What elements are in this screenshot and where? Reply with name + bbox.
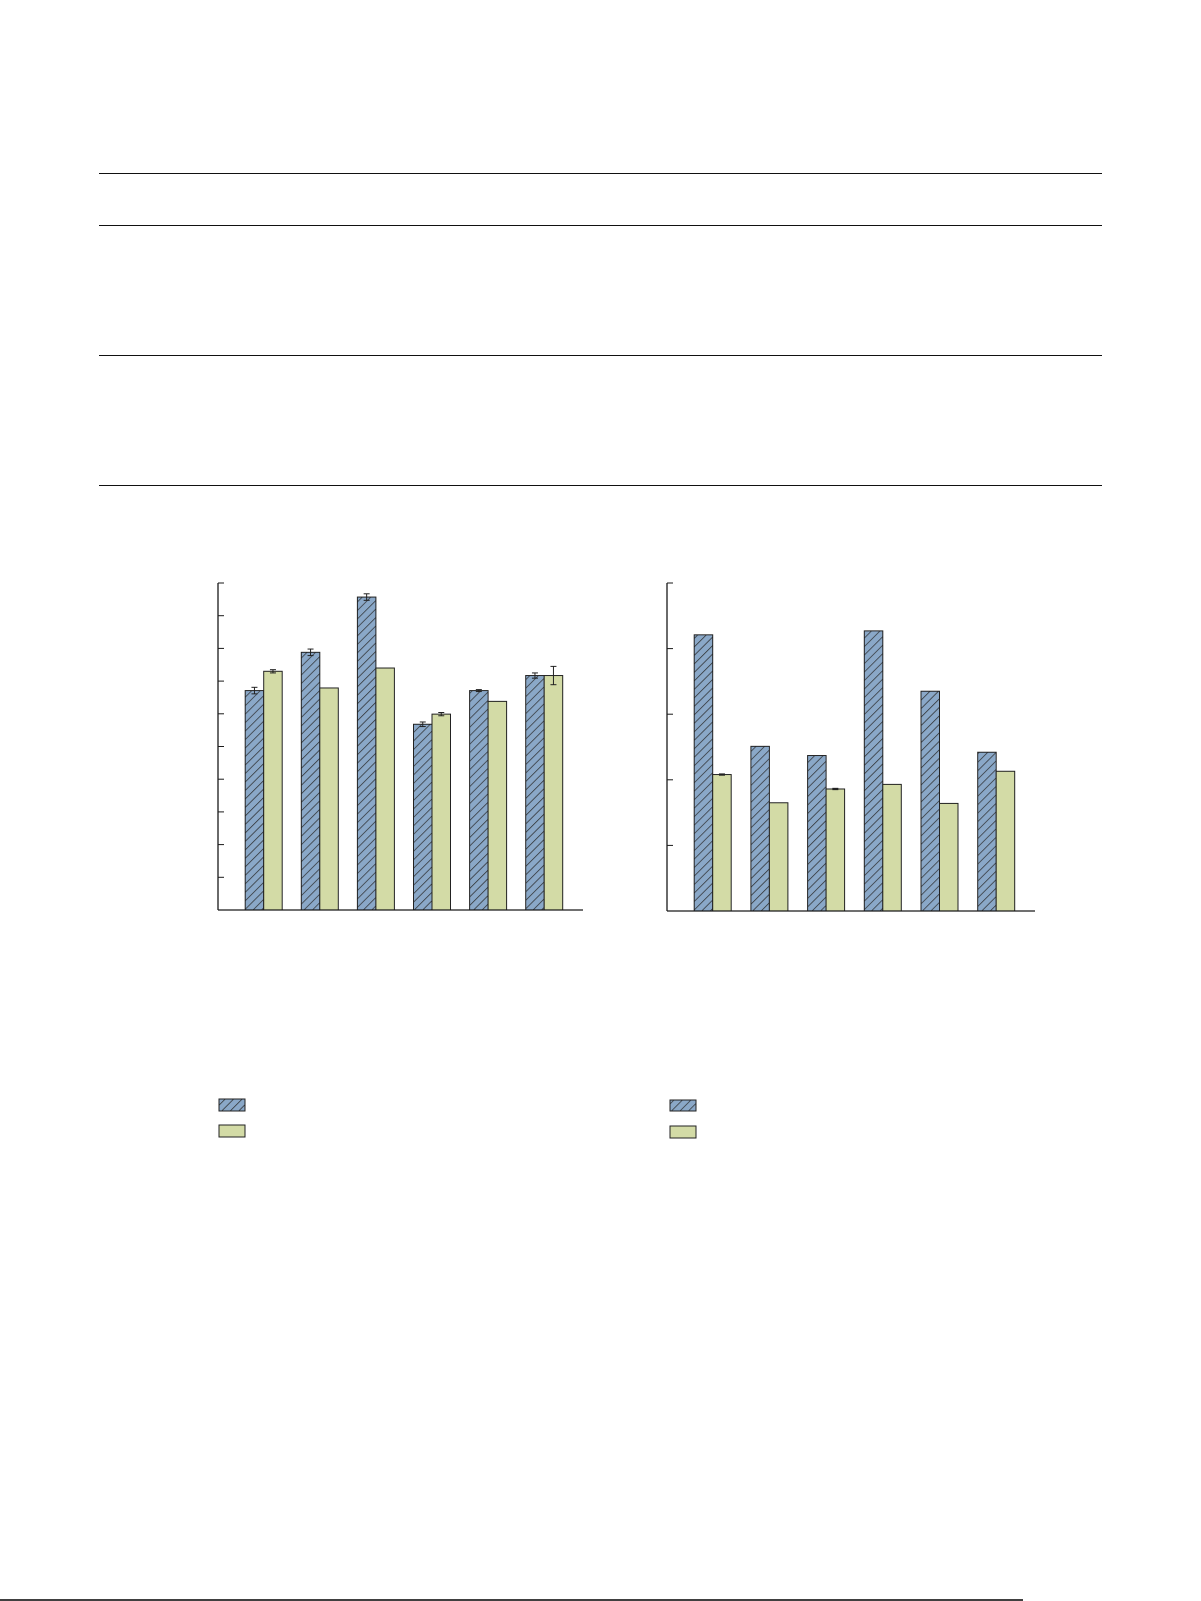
error-bar <box>363 593 370 601</box>
bar-hatched-2 <box>750 745 770 912</box>
legend-swatch-hatched <box>669 1099 697 1112</box>
bar-solid-2 <box>319 687 339 911</box>
bar-hatched-6 <box>977 751 997 912</box>
bar-hatched-4 <box>863 630 884 912</box>
error-bar <box>531 672 538 679</box>
bar-hatched-3 <box>356 596 377 911</box>
bar-solid-5 <box>939 802 959 912</box>
table-rule-bottom <box>99 485 1102 486</box>
bar-solid-4 <box>431 713 451 911</box>
bar-hatched-5 <box>469 690 489 911</box>
legend-swatch-solid <box>218 1124 246 1138</box>
error-bar <box>550 665 557 686</box>
table-rule-top <box>99 173 1102 174</box>
legend-right <box>669 1099 697 1139</box>
error-bar <box>832 787 839 791</box>
error-bar <box>718 773 725 776</box>
legend-swatch-hatched <box>218 1098 246 1112</box>
error-bar <box>251 686 258 695</box>
legend-left <box>218 1098 246 1138</box>
bar-solid-2 <box>768 802 789 912</box>
bar-solid-4 <box>882 783 902 912</box>
bar-hatched-6 <box>525 675 545 911</box>
bar-solid-1 <box>712 774 732 912</box>
error-bar <box>475 689 482 693</box>
bar-hatched-5 <box>920 690 940 912</box>
bar-solid-6 <box>995 770 1016 912</box>
bar-solid-3 <box>375 667 395 911</box>
error-bar <box>438 711 445 717</box>
error-bar <box>269 669 276 674</box>
table-rule-middle <box>99 355 1102 356</box>
bar-chart-right <box>666 582 1035 912</box>
bar-solid-3 <box>825 788 846 912</box>
bar-hatched-1 <box>244 690 265 911</box>
bar-solid-1 <box>263 670 283 911</box>
legend-swatch-solid <box>669 1125 697 1139</box>
bar-hatched-3 <box>807 755 827 912</box>
error-bar <box>307 648 314 657</box>
table-rule-header <box>99 225 1102 226</box>
bar-hatched-4 <box>413 723 433 911</box>
bar-chart-left <box>217 582 583 911</box>
bar-hatched-1 <box>693 634 714 912</box>
bar-hatched-2 <box>300 651 321 911</box>
bar-solid-5 <box>487 700 508 911</box>
bar-solid-6 <box>543 675 564 911</box>
error-bar <box>419 721 426 728</box>
